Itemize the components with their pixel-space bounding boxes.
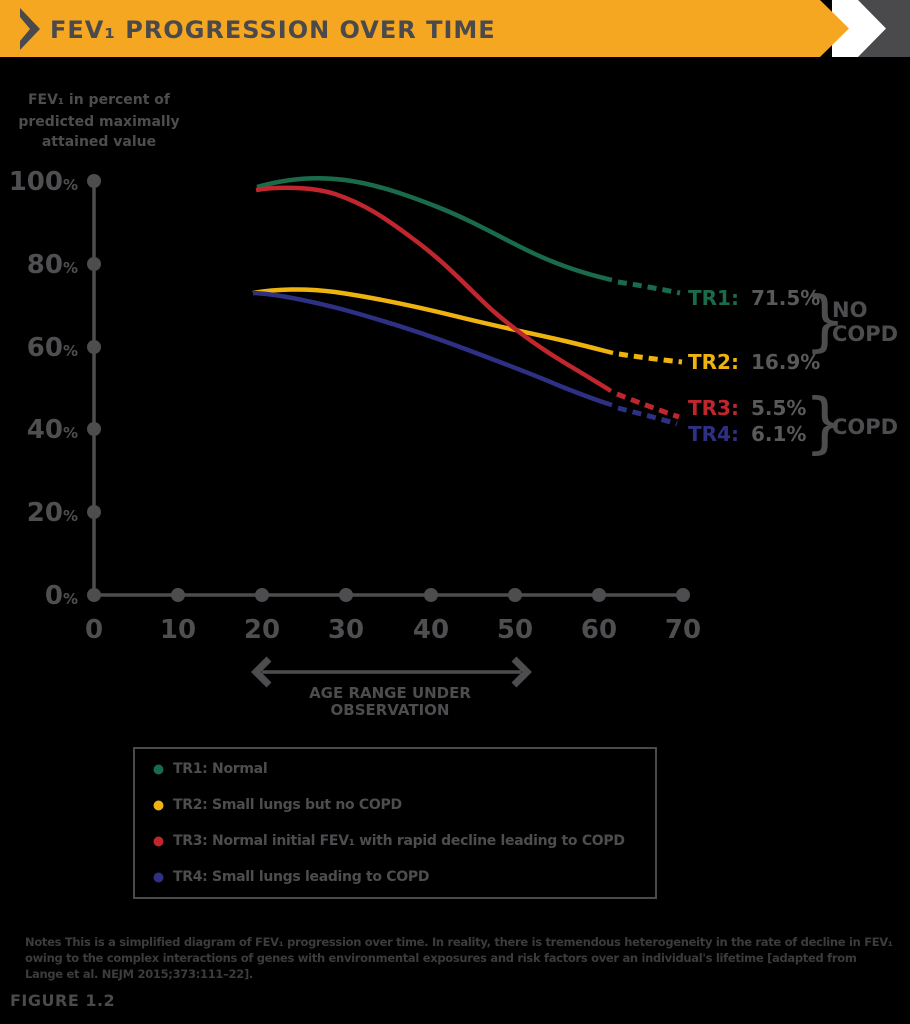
x-tick-dot-40 xyxy=(424,588,438,602)
y-tick-label-80: 80% xyxy=(27,250,78,280)
banner-white-chevron xyxy=(832,0,886,57)
no-copd-label-line2: COPD xyxy=(832,322,898,346)
tr2-curve-dashed xyxy=(618,351,683,365)
y-axis-title: FEV₁ in percent of predicted maximally a… xyxy=(18,92,179,150)
legend: TR1: Normal TR2: Small lungs but no COPD… xyxy=(133,747,657,899)
notes: Notes This is a simplified diagram of FE… xyxy=(25,934,893,982)
y-tick-dot-20 xyxy=(87,505,101,519)
header-banner: FEV₁ PROGRESSION OVER TIME xyxy=(0,0,910,57)
x-tick-dot-70 xyxy=(676,588,690,602)
x-tick-label-20: 20 xyxy=(244,615,280,645)
trajectory-curves xyxy=(252,175,683,427)
x-tick-dot-60 xyxy=(592,588,606,602)
tr2-curve-solid xyxy=(252,287,614,356)
x-tick-label-30: 30 xyxy=(328,615,364,645)
page-title: FEV₁ PROGRESSION OVER TIME xyxy=(50,16,496,44)
copd-brace: } xyxy=(804,384,846,461)
tr2-bullet-icon xyxy=(153,800,164,810)
age-range-label-line2: OBSERVATION xyxy=(331,701,450,719)
tr3-curve-solid xyxy=(255,185,613,393)
tr2-label: TR2: 16.9% xyxy=(688,350,820,374)
y-tick-label-0: 0% xyxy=(45,581,78,611)
x-tick-dot-30 xyxy=(339,588,353,602)
y-axis-title-line3: attained value xyxy=(42,134,156,150)
legend-item-tr3: TR3: Normal initial FEV₁ with rapid decl… xyxy=(153,833,645,849)
origin-dot xyxy=(87,588,101,602)
y-tick-dot-40 xyxy=(87,422,101,436)
tr1-curve-dashed xyxy=(617,279,681,296)
y-tick-label-20: 20% xyxy=(27,498,78,528)
legend-item-tr1: TR1: Normal xyxy=(153,761,645,777)
notes-body: This is a simplified diagram of FEV₁ pro… xyxy=(25,935,893,982)
axis-tick-dots xyxy=(87,174,690,602)
y-tick-labels: 100% 80% 60% 40% 20% 0% xyxy=(9,167,78,611)
legend-label-tr3: TR3: Normal initial FEV₁ with rapid decl… xyxy=(173,833,625,849)
figure-label: FIGURE 1.2 xyxy=(10,991,116,1010)
x-tick-dot-10 xyxy=(171,588,185,602)
x-tick-dot-20 xyxy=(255,588,269,602)
x-tick-label-10: 10 xyxy=(160,615,196,645)
copd-label: COPD xyxy=(832,415,898,439)
age-range-left-arrow-icon xyxy=(251,656,272,688)
y-tick-dot-100 xyxy=(87,174,101,188)
x-tick-label-70: 70 xyxy=(665,615,701,645)
y-tick-label-100: 100% xyxy=(9,167,78,197)
legend-label-tr4: TR4: Small lungs leading to COPD xyxy=(173,869,430,885)
axes xyxy=(92,181,684,597)
age-range-label-line1: AGE RANGE UNDER xyxy=(309,684,471,702)
tr1-curve-solid xyxy=(256,175,613,283)
chart-canvas: FEV₁ PROGRESSION OVER TIME FEV₁ in perce… xyxy=(0,0,910,719)
banner-yellow-ribbon xyxy=(0,0,849,57)
tr3-bullet-icon xyxy=(153,836,164,846)
legend-item-tr2: TR2: Small lungs but no COPD xyxy=(153,797,645,813)
age-range-right-arrow-icon xyxy=(511,656,532,688)
y-axis-title-line1: FEV₁ in percent of xyxy=(28,92,171,108)
x-tick-label-50: 50 xyxy=(497,615,533,645)
x-tick-labels: 0 10 20 30 40 50 60 70 xyxy=(85,615,701,645)
tr4-curve-solid xyxy=(252,290,613,408)
x-tick-dot-50 xyxy=(508,588,522,602)
x-tick-label-40: 40 xyxy=(413,615,449,645)
y-tick-label-40: 40% xyxy=(27,415,78,445)
banner-chevron-icon xyxy=(20,8,40,50)
legend-label-tr2: TR2: Small lungs but no COPD xyxy=(173,797,402,813)
no-copd-label-line1: NO xyxy=(832,298,867,322)
notes-label: Notes xyxy=(25,935,62,949)
y-tick-dot-60 xyxy=(87,340,101,354)
legend-label-tr1: TR1: Normal xyxy=(173,761,268,777)
y-axis-title-line2: predicted maximally xyxy=(18,114,179,130)
group-braces: } NO COPD } COPD xyxy=(804,282,898,461)
x-tick-label-60: 60 xyxy=(581,615,617,645)
tr3-label: TR3: 5.5% xyxy=(688,396,806,420)
tr4-curve-dashed xyxy=(617,405,678,427)
tr4-label: TR4: 6.1% xyxy=(688,422,806,446)
tr1-bullet-icon xyxy=(153,764,164,774)
legend-item-tr4: TR4: Small lungs leading to COPD xyxy=(153,869,645,885)
curve-end-labels: TR1: 71.5% TR2: 16.9% TR3: 5.5% TR4: 6.1… xyxy=(688,286,820,446)
y-tick-dot-80 xyxy=(87,257,101,271)
tr3-curve-dashed xyxy=(616,391,680,420)
no-copd-brace: } xyxy=(804,282,846,359)
y-tick-label-60: 60% xyxy=(27,333,78,363)
x-tick-label-0: 0 xyxy=(85,615,103,645)
age-range-annotation: AGE RANGE UNDER OBSERVATION xyxy=(251,656,532,719)
tr4-bullet-icon xyxy=(153,872,164,882)
tr1-label: TR1: 71.5% xyxy=(688,286,820,310)
